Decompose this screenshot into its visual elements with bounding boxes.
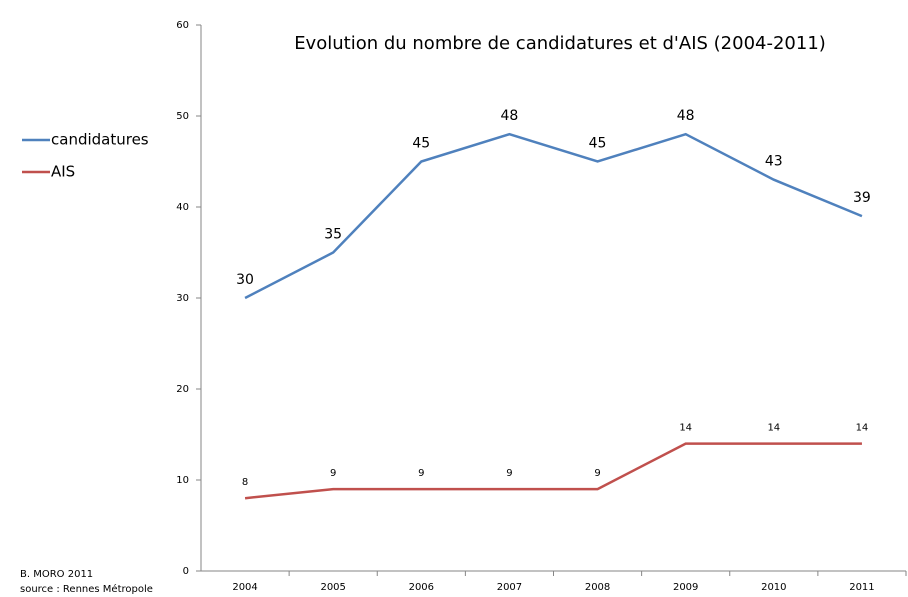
data-label: 48 <box>501 108 519 124</box>
y-tick-label: 40 <box>176 202 189 213</box>
data-label: 30 <box>236 272 254 288</box>
data-label: 35 <box>324 227 342 243</box>
legend-label: AIS <box>51 163 75 181</box>
x-tick-label: 2006 <box>409 582 434 593</box>
data-label: 9 <box>506 468 512 479</box>
x-tick-label: 2011 <box>849 582 874 593</box>
x-tick-label: 2004 <box>232 582 257 593</box>
x-tick-label: 2007 <box>497 582 522 593</box>
data-label: 45 <box>589 136 607 152</box>
series-line <box>244 442 862 500</box>
data-label: 43 <box>765 154 783 170</box>
data-label: 48 <box>677 108 695 124</box>
x-tick-label: 2005 <box>320 582 345 593</box>
annotation: source : Rennes Métropole <box>20 583 153 595</box>
data-label: 9 <box>594 468 600 479</box>
data-label: 45 <box>412 136 430 152</box>
data-label: 9 <box>418 468 424 479</box>
y-tick-label: 60 <box>176 20 189 31</box>
y-tick-label: 10 <box>176 475 189 486</box>
data-label: 9 <box>330 468 336 479</box>
series-line <box>244 132 863 300</box>
chart-title: Evolution du nombre de candidatures et d… <box>294 33 826 54</box>
x-tick-label: 2010 <box>761 582 786 593</box>
annotation: B. MORO 2011 <box>20 569 93 580</box>
x-tick-label: 2009 <box>673 582 698 593</box>
y-tick-label: 30 <box>176 293 189 304</box>
y-tick-label: 50 <box>176 111 189 122</box>
data-label: 8 <box>242 477 248 488</box>
data-label: 14 <box>856 423 869 434</box>
x-tick-label: 2008 <box>585 582 610 593</box>
legend-label: candidatures <box>51 131 149 149</box>
y-tick-label: 0 <box>183 566 189 577</box>
data-label: 14 <box>679 423 692 434</box>
data-label: 14 <box>767 423 780 434</box>
data-label: 39 <box>853 190 871 206</box>
y-tick-label: 20 <box>176 384 189 395</box>
